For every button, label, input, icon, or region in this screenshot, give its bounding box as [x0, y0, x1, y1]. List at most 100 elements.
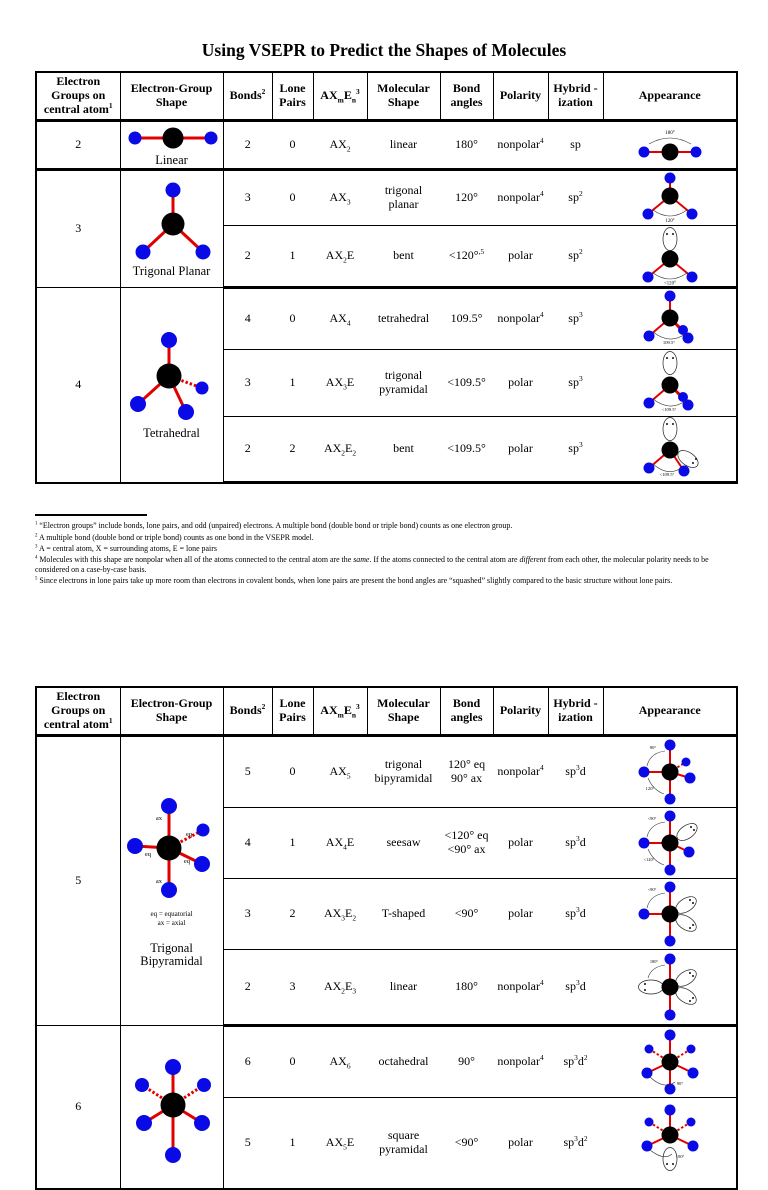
col-header-lone-pairs: Lone Pairs	[271, 71, 314, 122]
col-header-molecular-shape: Molecular Shape	[366, 686, 441, 737]
cell-polarity: polar	[493, 349, 548, 418]
table-row: 3 1 AX3E trigonal pyramidal <109.5° pola…	[36, 349, 737, 418]
page-title: Using VSEPR to Predict the Shapes of Mol…	[201, 40, 567, 60]
cell-bond-angles: 120° eq 90° ax	[440, 735, 493, 808]
electron-group-shape-cell: Tetrahedral	[120, 287, 224, 484]
cell-hybridization: sp	[548, 120, 603, 172]
cell-molecular-shape: bent	[367, 225, 440, 290]
cell-hybridization: sp3d	[548, 878, 603, 950]
cell-polarity: polar	[493, 807, 548, 879]
cell-notation: AX3E	[313, 349, 367, 418]
svg-text:90°: 90°	[676, 1081, 682, 1086]
trigonal-bipyramidal-appearance-diagram: 90° 120°	[638, 739, 695, 805]
cell-hybridization: sp3d	[548, 949, 603, 1027]
col-header-appearance: Appearance	[602, 686, 738, 737]
linear-lone-pairs-appearance-diagram: 180°	[637, 953, 697, 1021]
svg-text:90°: 90°	[649, 745, 656, 750]
cell-hybridization: sp3d	[548, 735, 603, 808]
cell-appearance: 109.5°	[603, 287, 737, 351]
cell-lone-pairs: 1	[272, 225, 313, 290]
electron-groups-count: 3	[36, 169, 121, 289]
cell-notation: AX2E2	[313, 416, 367, 485]
svg-text:<90°: <90°	[647, 887, 656, 892]
cell-lone-pairs: 2	[272, 878, 313, 950]
seesaw-appearance-diagram: <90° <120°	[638, 810, 697, 876]
cell-hybridization: sp3d2	[548, 1025, 603, 1098]
svg-text:120°: 120°	[645, 786, 654, 791]
cell-appearance: 120°	[603, 169, 737, 227]
cell-bonds: 4	[223, 287, 272, 351]
cell-polarity: nonpolar4	[493, 1025, 548, 1098]
cell-notation: AX2E3	[313, 949, 367, 1027]
col-header-bonds: Bonds2	[222, 686, 273, 737]
col-header-hybridization: Hybrid -ization	[547, 71, 604, 122]
table-row: 4 1 AX4E seesaw <120° eq <90° ax polar s…	[36, 807, 737, 879]
octahedral-geometry-diagram	[134, 1058, 211, 1163]
cell-notation: AX3E2	[313, 878, 367, 950]
cell-lone-pairs: 1	[272, 807, 313, 879]
cell-molecular-shape: tetrahedral	[367, 287, 440, 351]
cell-notation: AX2E	[313, 225, 367, 290]
t-shaped-appearance-diagram: <90°	[638, 881, 697, 947]
trigonal-pyramidal-appearance-diagram: <109.5°	[643, 351, 693, 412]
col-header-polarity: Polarity	[492, 71, 549, 122]
col-header-bond-angles: Bond angles	[439, 71, 494, 122]
cell-molecular-shape: square pyramidal	[379, 1127, 428, 1156]
cell-bond-angles: 109.5°	[440, 287, 493, 351]
cell-polarity: polar	[508, 1134, 533, 1149]
trigonal-planar-geometry-diagram	[135, 182, 210, 260]
svg-text:<120°: <120°	[643, 857, 654, 862]
electron-group-shape-cell: Trigonal Planar	[120, 169, 224, 289]
footnote-4: 4 Molecules with this shape are nonpolar…	[35, 555, 709, 574]
svg-text:<109.5°: <109.5°	[659, 472, 674, 477]
svg-text:eq: eq	[185, 831, 192, 838]
col-header-electron-groups: Electron Groups on central atom1	[35, 686, 121, 737]
cell-lone-pairs: 0	[272, 1025, 313, 1098]
cell-bonds: 3	[223, 169, 272, 227]
cell-polarity: polar	[493, 225, 548, 290]
header-row: Electron Groups on central atom1 Electro…	[35, 71, 738, 122]
cell-appearance: <109.5°	[603, 416, 737, 485]
cell-appearance: 180°	[603, 120, 737, 172]
cell-bond-angles: <90°	[454, 1134, 479, 1149]
svg-text:<120°: <120°	[664, 282, 676, 287]
cell-molecular-shape: trigonal planar	[367, 169, 440, 227]
tetrahedral-appearance-diagram: 109.5°	[643, 290, 693, 345]
cell-polarity: polar	[493, 878, 548, 950]
cell-appearance: <90°	[603, 1097, 737, 1189]
cell-lone-pairs: 2	[272, 416, 313, 485]
svg-text:180°: 180°	[665, 131, 675, 136]
electron-group-shape-cell: ax eq eq eq ax eq = equatorial ax = axial Tr…	[120, 735, 224, 1026]
cell-bond-angles: <120° eq <90° ax	[440, 807, 493, 879]
vsepr-table-groups-5-6: Electron Groups on central atom1 Electro…	[35, 686, 738, 1190]
cell-notation: AX5	[313, 735, 367, 808]
col-header-electron-group-shape: Electron-Group Shape	[119, 71, 224, 122]
cell-appearance: <120°	[603, 225, 737, 290]
footnotes-section: 1 “Electron groups” include bonds, lone …	[35, 514, 737, 586]
cell-polarity: polar	[493, 416, 548, 485]
col-header-electron-groups: Electron Groups on central atom1	[35, 71, 121, 122]
cell-hybridization: sp3	[548, 349, 603, 418]
svg-text:120°: 120°	[665, 219, 674, 224]
col-header-polarity: Polarity	[492, 686, 549, 737]
cell-bond-angles: <120°,5	[440, 225, 493, 290]
svg-text:<109.5°: <109.5°	[661, 407, 676, 412]
cell-bonds: 3	[223, 349, 272, 418]
cell-molecular-shape: trigonal bipyramidal	[367, 735, 440, 808]
bent-appearance-diagram: <120°	[642, 227, 697, 287]
cell-molecular-shape: T-shaped	[367, 878, 440, 950]
cell-bonds: 5	[244, 1134, 251, 1149]
tetrahedral-geometry-diagram	[129, 331, 208, 420]
cell-notation: AX3	[313, 169, 367, 227]
cell-polarity: nonpolar4	[493, 287, 548, 351]
cell-molecular-shape: bent	[367, 416, 440, 485]
footnote-3: 3 A = central atom, X = surrounding atom…	[35, 543, 217, 553]
table-row: 2 1 AX2E bent <120°,5 polar sp2 <120°	[36, 225, 737, 290]
cell-appearance: <90°	[603, 878, 737, 950]
cell-bonds: 5	[223, 735, 272, 808]
cell-bond-angles: <109.5°	[440, 416, 493, 485]
footnote-2: 2 A multiple bond (double bond or triple…	[35, 532, 314, 542]
cell-appearance: <109.5°	[603, 349, 737, 418]
cell-polarity: nonpolar4	[493, 169, 548, 227]
cell-bonds: 6	[223, 1025, 272, 1098]
